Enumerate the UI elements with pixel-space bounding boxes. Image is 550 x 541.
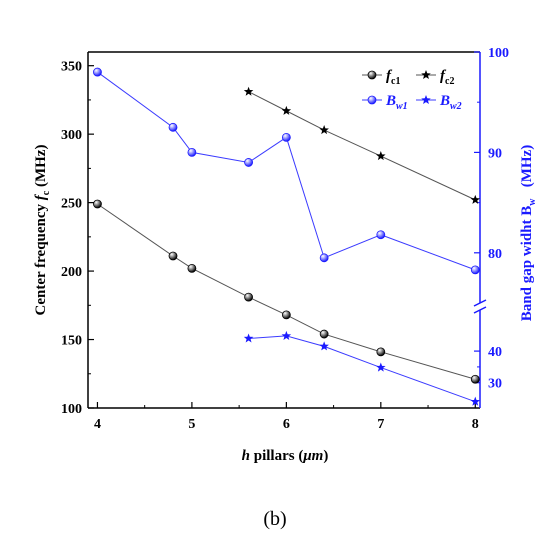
legend: fc1 fc2 Bw1 Bw2 bbox=[362, 68, 462, 112]
y-left-tick-label: 200 bbox=[61, 265, 82, 280]
y-left-tick-label: 350 bbox=[61, 60, 82, 75]
x-tick-label: 8 bbox=[472, 417, 479, 432]
data-point-w2 bbox=[376, 362, 386, 372]
data-point-w1 bbox=[93, 67, 102, 77]
axis-titles: h pillars (μm) Center frequency fc (MHz)… bbox=[33, 145, 538, 464]
series-line-c1 bbox=[97, 203, 476, 380]
data-point-c2 bbox=[376, 151, 386, 161]
data-point-w2 bbox=[470, 396, 481, 406]
axis-break-mark bbox=[473, 299, 487, 307]
legend-label: fc1 bbox=[386, 68, 400, 87]
y-right-upper-tick-label: 90 bbox=[488, 146, 502, 161]
y-axis-left-label: Center frequency fc (MHz) bbox=[33, 145, 52, 316]
series-c2 bbox=[243, 86, 481, 204]
data-point-w1 bbox=[319, 253, 329, 263]
data-point-w1 bbox=[470, 265, 480, 275]
data-point-w1 bbox=[281, 132, 291, 142]
legend-marker bbox=[367, 70, 377, 80]
series-c1 bbox=[93, 199, 480, 384]
x-tick-label: 5 bbox=[188, 417, 195, 432]
data-point-c2 bbox=[470, 194, 481, 204]
data-point-c1 bbox=[281, 310, 291, 320]
y-axis-right-label: Band gap widht Bw (MHz) bbox=[519, 145, 538, 321]
x-axis-label: h pillars (μm) bbox=[242, 448, 329, 464]
data-point-c1 bbox=[319, 329, 329, 339]
x-tick-label: 7 bbox=[377, 417, 384, 432]
data-point-w2 bbox=[243, 333, 254, 343]
series-w2 bbox=[243, 330, 481, 406]
y-right-lower-tick-label: 30 bbox=[488, 377, 502, 392]
data-point-c1 bbox=[93, 199, 102, 209]
legend-label: Bw2 bbox=[439, 93, 462, 112]
legend-marker bbox=[421, 70, 431, 80]
legend-marker bbox=[421, 95, 431, 105]
figure-caption: (b) bbox=[263, 508, 287, 530]
y-left-tick-label: 100 bbox=[61, 402, 82, 417]
series-w1 bbox=[93, 67, 480, 275]
data-point-c1 bbox=[376, 347, 386, 357]
legend-marker bbox=[367, 95, 377, 105]
data-point-c1 bbox=[187, 263, 197, 273]
y-right-upper-tick-label: 100 bbox=[488, 46, 509, 61]
data-point-w1 bbox=[376, 230, 386, 240]
data-point-c2 bbox=[319, 125, 329, 135]
legend-label: Bw1 bbox=[385, 93, 408, 112]
data-point-c1 bbox=[244, 292, 253, 302]
y-left-tick-label: 250 bbox=[61, 197, 82, 212]
data-point-w1 bbox=[187, 147, 197, 157]
data-point-w1 bbox=[244, 158, 253, 167]
axis-break-mark bbox=[473, 306, 487, 314]
x-tick-label: 4 bbox=[94, 417, 101, 432]
data-point-c1 bbox=[470, 374, 480, 384]
legend-label: fc2 bbox=[440, 68, 454, 87]
plot-area: 4 5 6 7 8 100 150 200 250 300 350 80 90 100 30 40 fc1 fc2… bbox=[61, 46, 509, 432]
x-tick-label: 6 bbox=[283, 417, 290, 432]
y-right-upper-tick-label: 80 bbox=[488, 247, 502, 262]
data-point-c1 bbox=[168, 251, 178, 261]
data-point-w2 bbox=[281, 330, 292, 340]
data-point-c2 bbox=[243, 86, 254, 96]
series-line-w1 bbox=[97, 71, 476, 271]
data-point-w2 bbox=[319, 341, 329, 351]
data-point-c2 bbox=[281, 105, 292, 115]
y-left-tick-label: 150 bbox=[61, 334, 82, 349]
y-right-lower-tick-label: 40 bbox=[488, 345, 502, 360]
y-left-tick-label: 300 bbox=[61, 128, 82, 143]
data-point-w1 bbox=[168, 122, 178, 132]
